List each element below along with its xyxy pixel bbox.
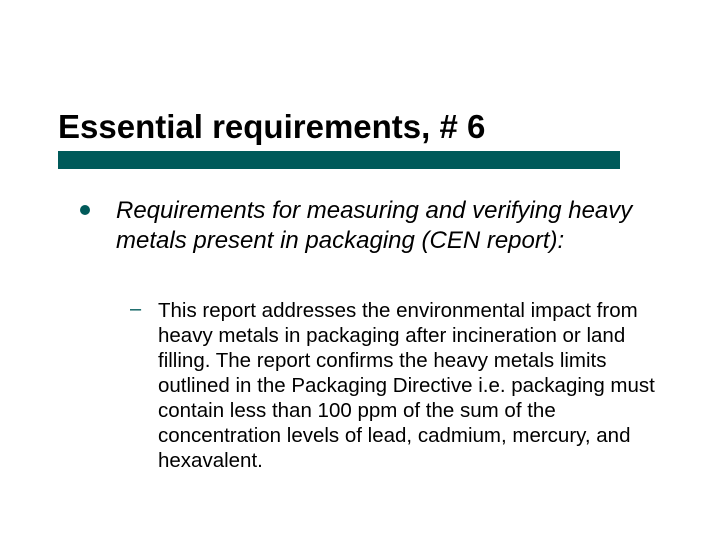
slide-title: Essential requirements, # 6 bbox=[58, 108, 485, 146]
level2-text: This report addresses the environmental … bbox=[158, 298, 660, 473]
bullet-level2: – This report addresses the environmenta… bbox=[130, 298, 660, 473]
title-underline bbox=[58, 151, 620, 169]
level1-text: Requirements for measuring and verifying… bbox=[116, 196, 660, 256]
slide: Essential requirements, # 6 Requirements… bbox=[0, 0, 720, 540]
bullet-icon bbox=[80, 205, 90, 215]
bullet-level1: Requirements for measuring and verifying… bbox=[80, 196, 660, 256]
dash-icon: – bbox=[130, 298, 141, 321]
